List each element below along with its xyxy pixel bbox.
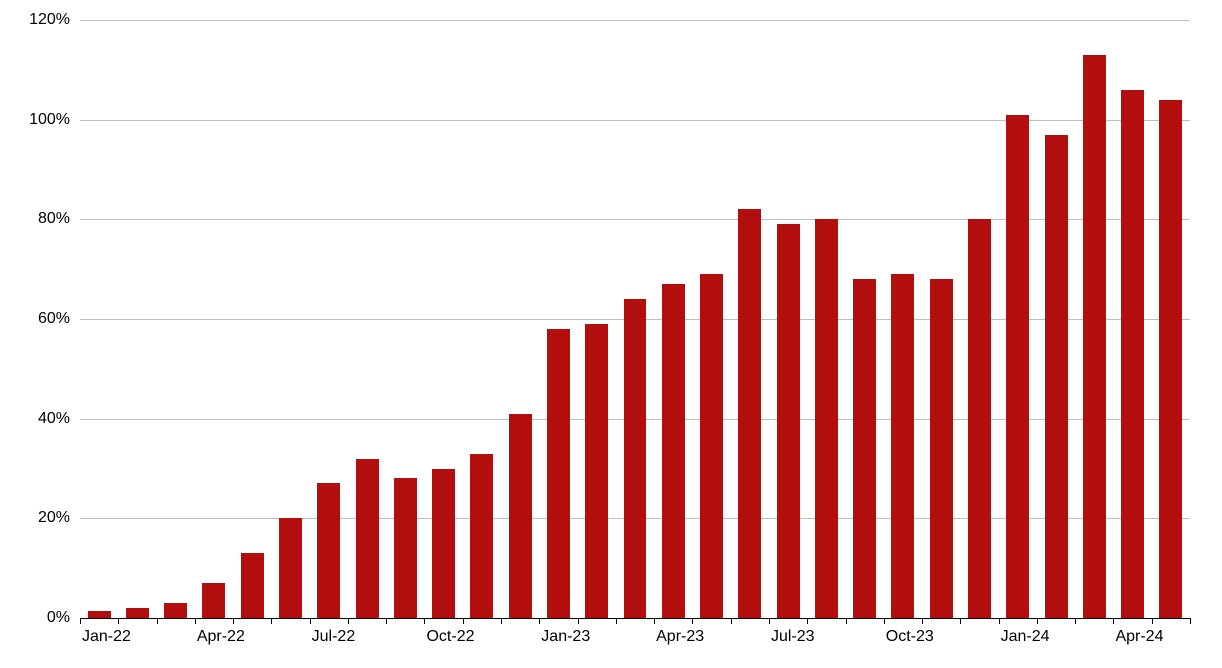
bar (1006, 115, 1029, 618)
bar (853, 279, 876, 618)
x-tick-mark (654, 618, 655, 624)
y-tick-label: 120% (0, 11, 70, 29)
x-tick-mark (118, 618, 119, 624)
bar (279, 518, 302, 618)
x-tick-label: Jul-23 (771, 628, 815, 646)
bar (317, 483, 340, 618)
bar (700, 274, 723, 618)
x-tick-mark (271, 618, 272, 624)
bar-chart: 0% 20% 40% 60% 80% 100% 120% Jan-22 Apr-22 Jul-22… (0, 0, 1222, 668)
y-tick-label: 20% (0, 509, 70, 527)
x-tick-label: Jan-23 (541, 628, 590, 646)
bar (891, 274, 914, 618)
x-tick-mark (386, 618, 387, 624)
bar (164, 603, 187, 618)
x-tick-mark (1075, 618, 1076, 624)
x-tick-mark (616, 618, 617, 624)
x-tick-mark (807, 618, 808, 624)
x-tick-label: Jan-24 (1001, 628, 1050, 646)
x-tick-mark (539, 618, 540, 624)
bar (1121, 90, 1144, 618)
x-tick-mark (884, 618, 885, 624)
x-tick-mark (501, 618, 502, 624)
bar (968, 219, 991, 618)
y-tick-label: 60% (0, 310, 70, 328)
x-tick-mark (1037, 618, 1038, 624)
x-tick-mark (846, 618, 847, 624)
bar (356, 459, 379, 618)
bar (1083, 55, 1106, 618)
y-tick-label: 0% (0, 609, 70, 627)
y-tick-label: 100% (0, 111, 70, 129)
bar (241, 553, 264, 618)
bar (738, 209, 761, 618)
bar (585, 324, 608, 618)
x-tick-label: Oct-22 (426, 628, 474, 646)
x-tick-mark (463, 618, 464, 624)
x-tick-mark (578, 618, 579, 624)
x-tick-mark (195, 618, 196, 624)
x-tick-label: Jan-22 (82, 628, 131, 646)
x-tick-mark (424, 618, 425, 624)
x-tick-mark (1152, 618, 1153, 624)
bar (202, 583, 225, 618)
x-tick-mark (731, 618, 732, 624)
bar (394, 478, 417, 618)
x-tick-label: Oct-23 (886, 628, 934, 646)
bar (1045, 135, 1068, 618)
bar (88, 611, 111, 618)
x-axis-line (80, 618, 1190, 619)
bar (1159, 100, 1182, 618)
x-tick-mark (769, 618, 770, 624)
x-tick-label: Jul-22 (312, 628, 356, 646)
x-tick-mark (999, 618, 1000, 624)
plot-area (80, 20, 1190, 618)
bar (815, 219, 838, 618)
x-tick-mark (922, 618, 923, 624)
bar (126, 608, 149, 618)
bar (777, 224, 800, 618)
x-tick-label: Apr-24 (1115, 628, 1163, 646)
x-tick-mark (348, 618, 349, 624)
x-tick-mark (157, 618, 158, 624)
y-tick-label: 80% (0, 210, 70, 228)
bar (662, 284, 685, 618)
gridline (80, 20, 1190, 21)
x-tick-label: Apr-22 (197, 628, 245, 646)
bar (470, 454, 493, 618)
x-tick-mark (1113, 618, 1114, 624)
y-tick-label: 40% (0, 410, 70, 428)
x-tick-mark (80, 618, 81, 624)
x-tick-mark (1190, 618, 1191, 624)
bar (432, 469, 455, 619)
x-tick-label: Apr-23 (656, 628, 704, 646)
bar (624, 299, 647, 618)
bar (547, 329, 570, 618)
x-tick-mark (233, 618, 234, 624)
x-tick-mark (692, 618, 693, 624)
bar (509, 414, 532, 618)
x-tick-mark (310, 618, 311, 624)
x-tick-mark (960, 618, 961, 624)
bar (930, 279, 953, 618)
